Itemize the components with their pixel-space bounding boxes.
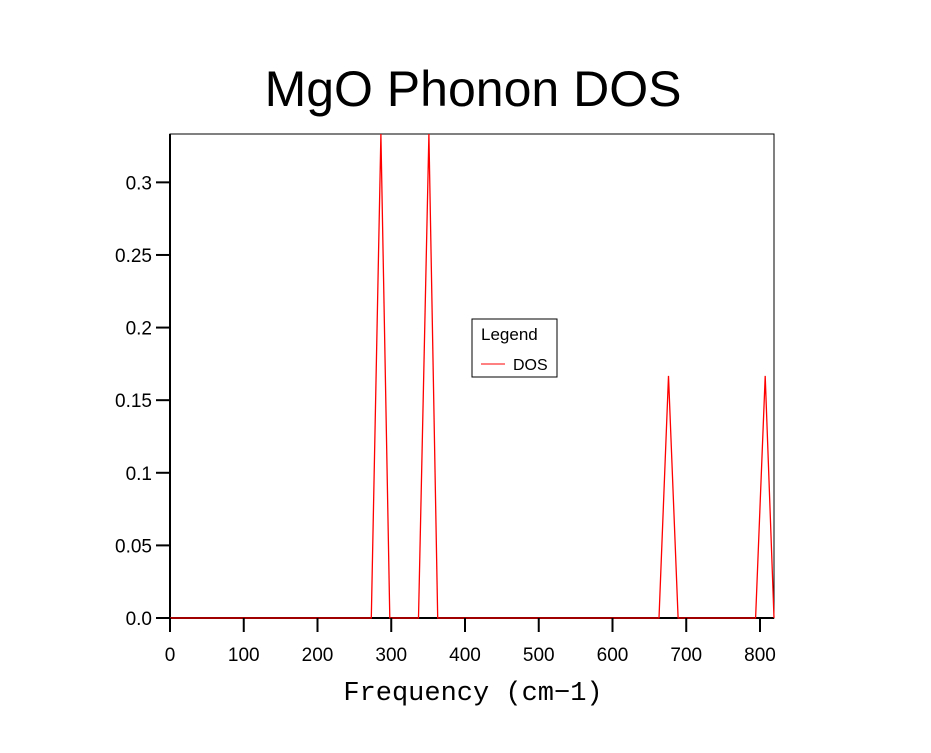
legend-box xyxy=(471,318,558,378)
x-tick-label: 500 xyxy=(523,645,555,666)
y-tick-label: 0.0 xyxy=(126,609,152,630)
x-tick-label: 400 xyxy=(449,645,481,666)
legend-label-dos: DOS xyxy=(513,357,548,374)
y-tick-label: 0.25 xyxy=(115,246,152,267)
legend-title: Legend xyxy=(481,325,538,344)
series-line-dos xyxy=(170,133,775,619)
x-tick-label: 300 xyxy=(375,645,407,666)
x-axis-label: Frequency (cm−1) xyxy=(343,679,602,709)
x-tick-label: 800 xyxy=(744,645,776,666)
legend: Legend DOS xyxy=(471,318,558,378)
y-tick-label: 0.1 xyxy=(126,464,152,485)
series-layer xyxy=(170,133,775,619)
y-tick-label: 0.2 xyxy=(126,319,152,340)
x-tick-label: 100 xyxy=(228,645,260,666)
x-tick-label: 700 xyxy=(670,645,702,666)
y-tick-label: 0.05 xyxy=(115,536,152,557)
x-tick-label: 0 xyxy=(165,645,176,666)
x-tick-label: 200 xyxy=(302,645,334,666)
x-tick-label: 600 xyxy=(597,645,629,666)
y-tick-label: 0.3 xyxy=(126,173,152,194)
chart-title: MgO Phonon DOS xyxy=(265,61,682,117)
y-ticks: 0.0 0.05 0.1 0.15 0.2 0.25 0.3 xyxy=(115,173,170,630)
x-ticks: 0 100 200 300 400 500 600 700 800 xyxy=(165,618,776,666)
y-tick-label: 0.15 xyxy=(115,391,152,412)
